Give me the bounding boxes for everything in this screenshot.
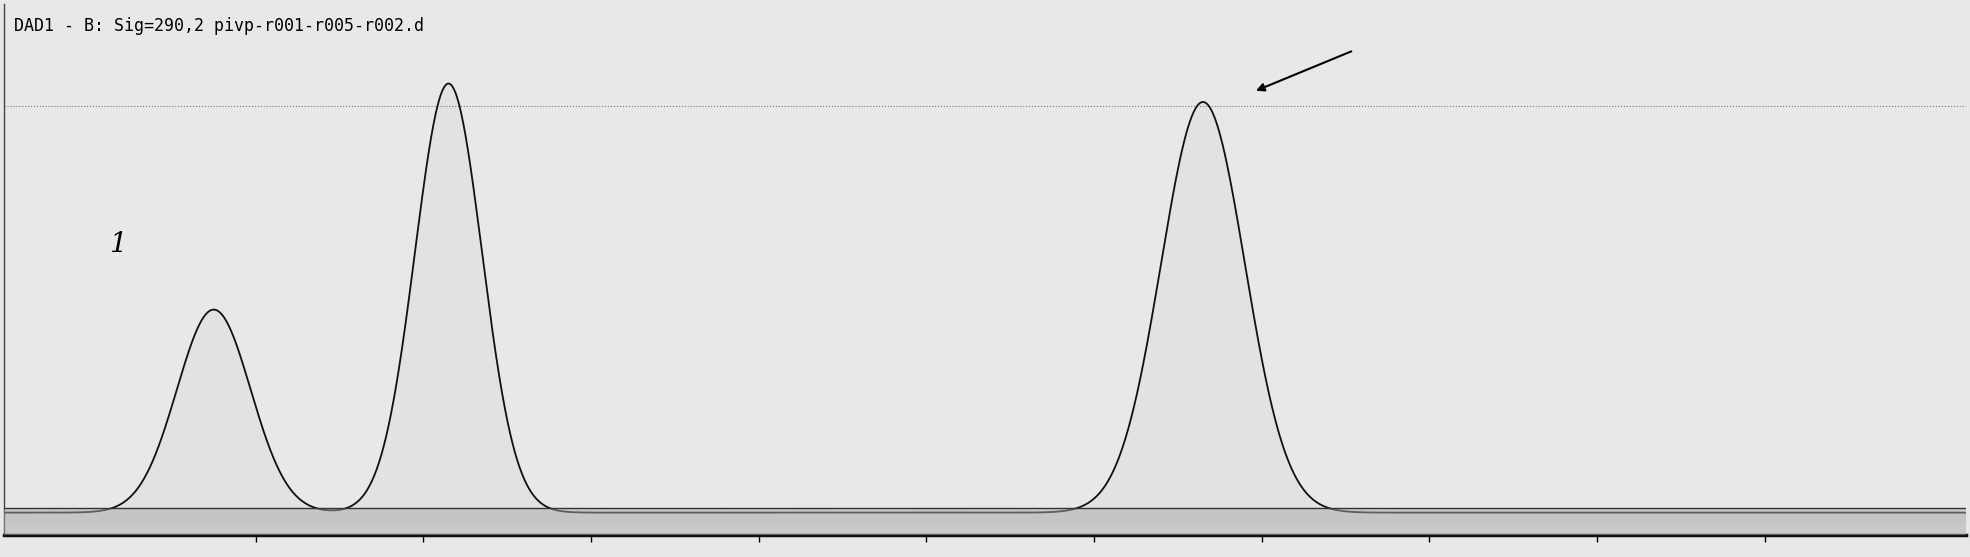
Text: DAD1 - B: Sig=290,2 pivp-r001-r005-r002.d: DAD1 - B: Sig=290,2 pivp-r001-r005-r002.…	[14, 17, 424, 36]
Text: 1: 1	[110, 231, 126, 257]
Bar	[4, 508, 1966, 535]
